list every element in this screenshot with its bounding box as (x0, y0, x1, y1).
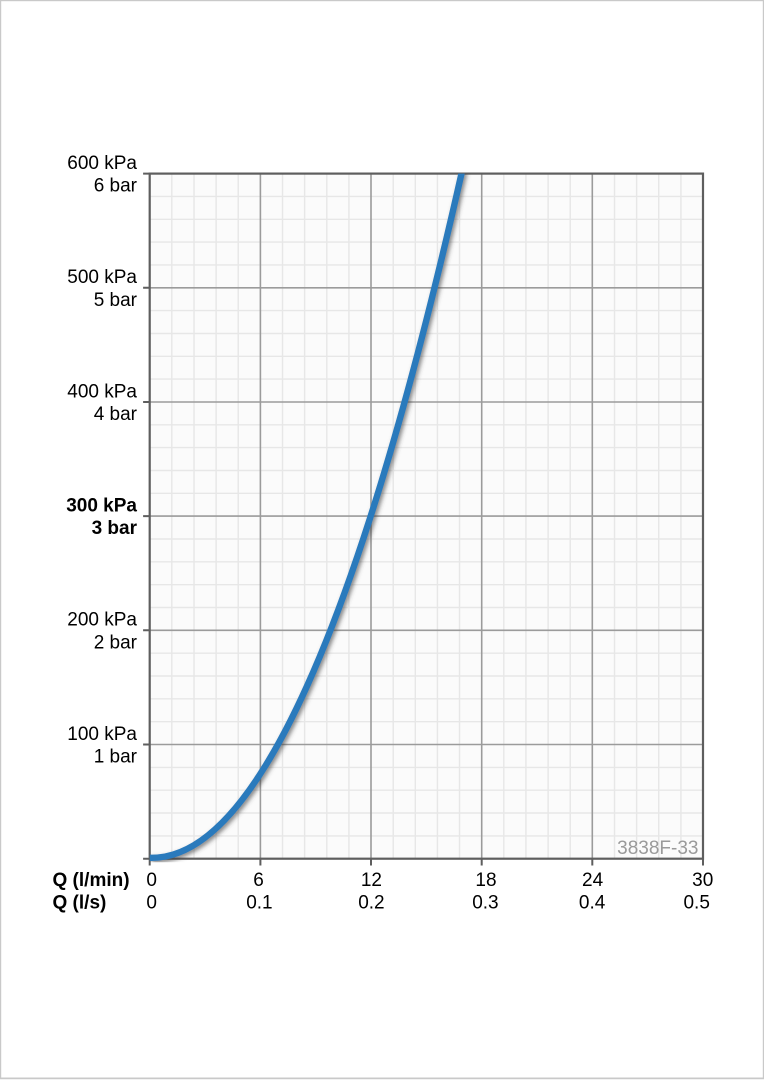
svg-text:6 bar: 6 bar (94, 176, 138, 197)
svg-text:500 kPa: 500 kPa (67, 267, 137, 288)
svg-text:400 kPa: 400 kPa (67, 381, 137, 402)
svg-text:1 bar: 1 bar (94, 747, 138, 768)
svg-text:6: 6 (253, 870, 264, 891)
svg-text:0: 0 (146, 870, 157, 891)
svg-text:4 bar: 4 bar (94, 404, 138, 425)
svg-text:0.3: 0.3 (472, 892, 498, 913)
svg-text:0: 0 (146, 892, 157, 913)
svg-text:0.1: 0.1 (246, 892, 272, 913)
svg-text:600 kPa: 600 kPa (67, 153, 137, 174)
svg-text:3838F-33: 3838F-33 (617, 838, 698, 859)
svg-text:24: 24 (582, 870, 604, 891)
svg-text:100 kPa: 100 kPa (67, 724, 137, 745)
svg-text:300 kPa: 300 kPa (66, 495, 137, 516)
svg-text:5 bar: 5 bar (94, 290, 138, 311)
svg-text:12: 12 (361, 870, 382, 891)
svg-text:0.4: 0.4 (579, 892, 606, 913)
svg-text:Q (l/s): Q (l/s) (53, 892, 107, 913)
svg-text:2 bar: 2 bar (94, 632, 138, 653)
svg-text:0.2: 0.2 (358, 892, 384, 913)
svg-text:0.5: 0.5 (683, 892, 709, 913)
svg-text:3 bar: 3 bar (92, 518, 138, 539)
svg-text:18: 18 (475, 870, 496, 891)
svg-text:30: 30 (692, 870, 713, 891)
svg-text:200 kPa: 200 kPa (67, 610, 137, 631)
svg-text:Q (l/min): Q (l/min) (53, 870, 130, 891)
